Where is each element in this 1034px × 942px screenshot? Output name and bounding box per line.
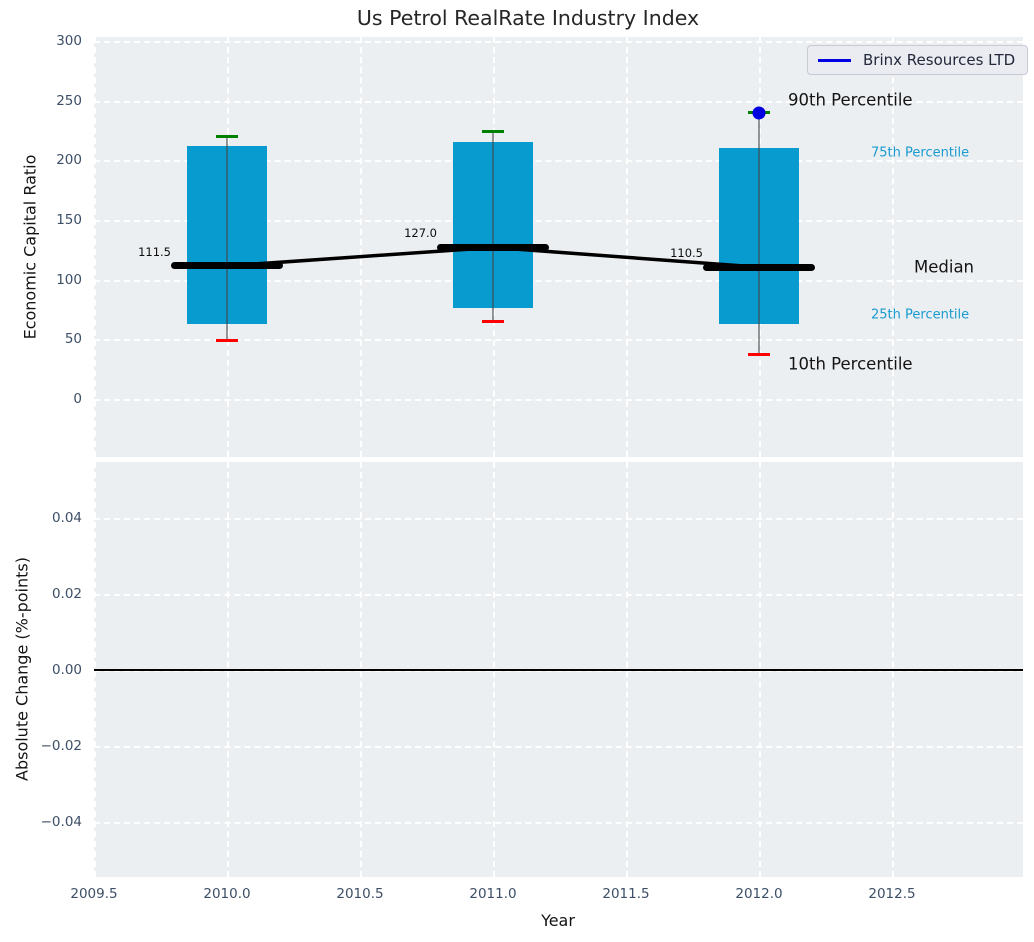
whisker-cap-10th [216,339,238,343]
top-y-tick-label: 150 [56,212,82,228]
gridline-horizontal [94,594,1023,596]
x-tick-label: 2011.0 [469,886,517,902]
top-y-tick-label: 50 [64,331,82,348]
gridline-horizontal [94,339,1023,342]
annotation-p25: 25th Percentile [871,307,970,323]
legend-line-sample [818,58,851,62]
median-segment [437,243,549,251]
bottom-y-tick-label: 0.02 [51,586,82,602]
company-marker-dot [752,106,766,120]
bottom-axes-absolute-change [94,462,1023,877]
x-tick-label: 2010.5 [336,886,384,902]
top-y-axis-label: Economic Capital Ratio [20,154,40,340]
gridline-vertical [94,37,96,457]
gridline-vertical [892,37,894,457]
whisker-line [226,136,228,341]
whisker-cap-10th [482,319,504,323]
gridline-horizontal [94,518,1023,520]
whisker-cap-90th [216,134,238,138]
annotation-p90: 90th Percentile [788,90,913,110]
median-segment [171,262,283,270]
top-axes-percentile-plot: 111.5 127.0 110.5 90th Percentile 75th Perce… [94,37,1023,457]
bottom-y-tick-label: −0.04 [40,814,82,830]
legend-label: Brinx Resources LTD [863,51,1016,69]
gridline-horizontal [94,160,1023,163]
gridline-horizontal [94,220,1023,222]
median-value-label: 127.0 [404,226,437,241]
annotation-p75: 75th Percentile [871,145,970,161]
whisker-cap-10th [748,353,770,357]
median-value-label: 111.5 [138,244,171,259]
gridline-horizontal [94,100,1023,103]
gridline-horizontal [94,399,1023,401]
annotation-median: Median [914,257,975,277]
top-y-tick-label: 0 [73,391,82,407]
bottom-y-tick-label: 0.04 [51,510,82,526]
x-tick-label: 2012.0 [735,886,783,902]
gridline-horizontal [94,822,1023,824]
gridline-horizontal [94,746,1023,748]
gridline-horizontal [94,41,1023,43]
annotation-p10: 10th Percentile [788,354,913,374]
whisker-cap-90th [482,130,504,134]
bottom-y-tick-label: −0.02 [40,738,82,754]
median-value-label: 110.5 [670,246,703,261]
chart-title: Us Petrol RealRate Industry Index [356,6,700,30]
median-segment [703,263,815,271]
x-tick-label: 2010.0 [203,886,251,902]
gridline-horizontal [94,670,1023,672]
top-y-tick-label: 300 [56,33,82,49]
whisker-line [492,131,494,322]
x-tick-label: 2011.5 [602,886,650,902]
whisker-line [758,112,760,355]
top-y-tick-label: 200 [56,152,82,169]
gridline-horizontal [94,279,1023,282]
bottom-y-tick-label: 0.00 [51,662,82,678]
top-y-tick-label: 250 [56,92,82,109]
zero-reference-line [94,669,1023,671]
x-tick-label: 2012.5 [868,886,916,902]
legend: Brinx Resources LTD [807,45,1029,75]
x-tick-label: 2009.5 [70,886,118,902]
top-y-tick-label: 100 [56,271,82,288]
x-axis-label: Year [541,911,575,930]
